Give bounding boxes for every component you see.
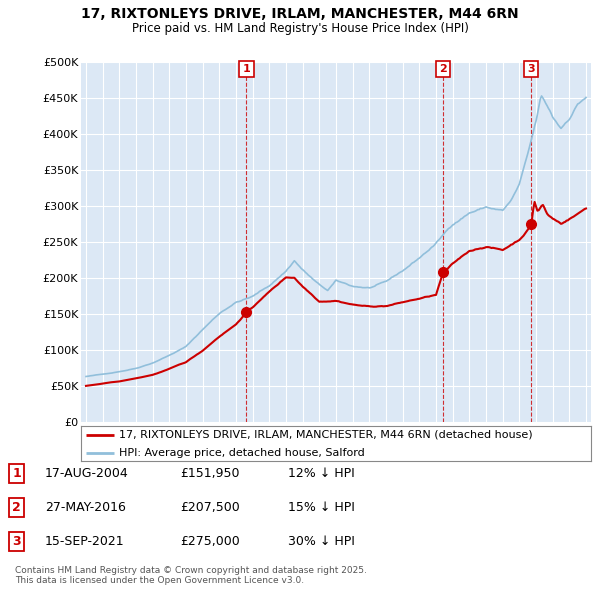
Text: HPI: Average price, detached house, Salford: HPI: Average price, detached house, Salf… xyxy=(119,448,365,457)
Text: 1: 1 xyxy=(242,64,250,74)
Text: £151,950: £151,950 xyxy=(180,467,239,480)
Text: Price paid vs. HM Land Registry's House Price Index (HPI): Price paid vs. HM Land Registry's House … xyxy=(131,22,469,35)
Text: 2: 2 xyxy=(439,64,447,74)
Text: 30% ↓ HPI: 30% ↓ HPI xyxy=(288,535,355,548)
Text: 15% ↓ HPI: 15% ↓ HPI xyxy=(288,501,355,514)
Text: £275,000: £275,000 xyxy=(180,535,240,548)
Text: 17-AUG-2004: 17-AUG-2004 xyxy=(45,467,129,480)
Text: 27-MAY-2016: 27-MAY-2016 xyxy=(45,501,126,514)
Text: Contains HM Land Registry data © Crown copyright and database right 2025.
This d: Contains HM Land Registry data © Crown c… xyxy=(15,566,367,585)
Text: 1: 1 xyxy=(13,467,21,480)
Text: 12% ↓ HPI: 12% ↓ HPI xyxy=(288,467,355,480)
Text: 3: 3 xyxy=(527,64,535,74)
Text: 15-SEP-2021: 15-SEP-2021 xyxy=(45,535,125,548)
Text: 17, RIXTONLEYS DRIVE, IRLAM, MANCHESTER, M44 6RN: 17, RIXTONLEYS DRIVE, IRLAM, MANCHESTER,… xyxy=(81,7,519,21)
Text: 2: 2 xyxy=(13,501,21,514)
Text: 3: 3 xyxy=(13,535,21,548)
Text: 17, RIXTONLEYS DRIVE, IRLAM, MANCHESTER, M44 6RN (detached house): 17, RIXTONLEYS DRIVE, IRLAM, MANCHESTER,… xyxy=(119,430,533,440)
Text: £207,500: £207,500 xyxy=(180,501,240,514)
